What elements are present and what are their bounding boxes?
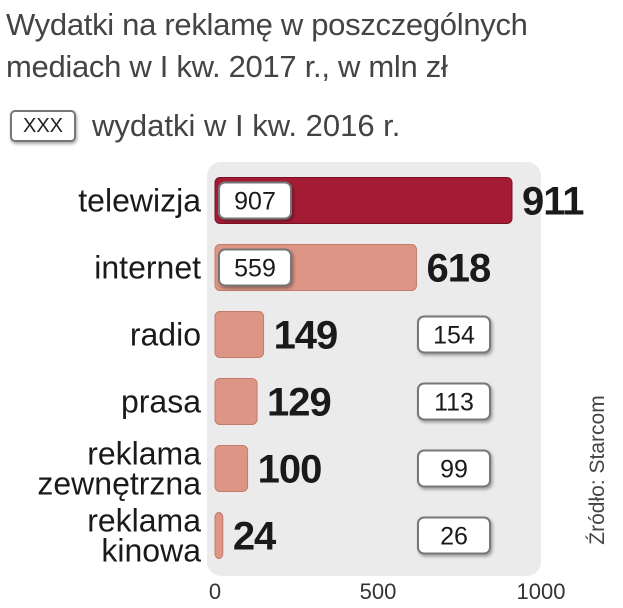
category-label: kinowa [101, 533, 201, 569]
value-label: 100 [258, 448, 322, 492]
x-tick-label: 0 [209, 579, 221, 604]
prev-year-label: 559 [234, 255, 276, 283]
value-label: 149 [274, 314, 338, 358]
prev-year-box [218, 248, 292, 287]
prev-year-box [417, 315, 491, 354]
x-tick-label: 500 [360, 579, 397, 604]
category-label: reklama [87, 436, 201, 472]
bar [214, 311, 265, 358]
category-label: internet [94, 250, 201, 286]
category-label: radio [130, 317, 201, 353]
prev-year-box [417, 449, 491, 488]
prev-year-label: 113 [434, 389, 474, 417]
bar [214, 378, 258, 425]
prev-year-box [417, 382, 491, 421]
category-label: zewnętrzna [37, 466, 201, 502]
category-label: reklama [87, 503, 201, 539]
legend-2016-label: wydatki w I kw. 2016 r. [92, 108, 401, 143]
prev-year-box [218, 181, 292, 220]
x-tick-label: 1000 [517, 579, 566, 604]
category-label: prasa [121, 384, 201, 420]
prev-year-label: 154 [433, 322, 475, 350]
value-label: 911 [522, 180, 584, 224]
prev-year-label: 907 [234, 188, 276, 216]
legend-2016-box: XXX [10, 110, 76, 142]
bar [214, 445, 249, 492]
prev-year-label: 26 [440, 523, 468, 551]
value-label: 24 [233, 515, 277, 559]
value-label: 129 [267, 381, 331, 425]
bar [214, 512, 224, 559]
prev-year-box [417, 516, 491, 555]
value-label: 618 [426, 247, 490, 291]
category-label: telewizja [78, 183, 201, 219]
chart-title: Wydatki na reklamę w poszczególnych medi… [6, 7, 528, 84]
source-note: Źródło: Starcom [586, 395, 609, 545]
prev-year-label: 99 [440, 456, 468, 484]
